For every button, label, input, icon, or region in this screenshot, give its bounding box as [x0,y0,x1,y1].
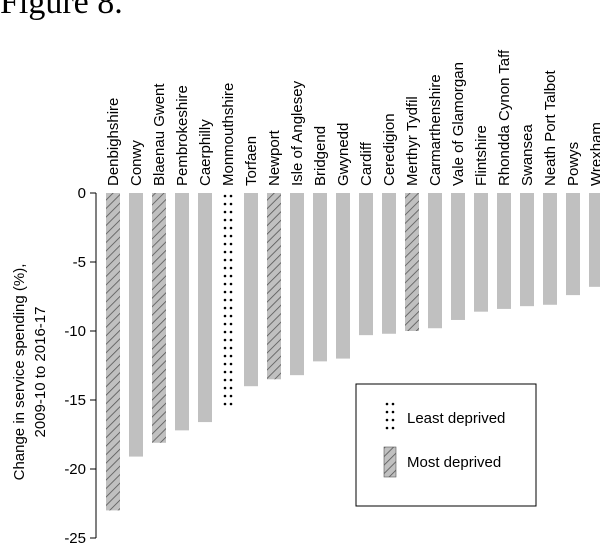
category-label-gwynedd: Gwynedd [335,123,352,186]
y-axis: 0 -5 -10 -15 -20 -25 [64,185,97,546]
category-label-ceredigion: Ceredigion [381,113,398,186]
bar-powys [566,193,580,296]
y-tick-label: -5 [73,254,86,271]
category-label-swansea: Swansea [519,124,536,186]
y-axis-label-line-2: 2009-10 to 2016-17 [32,307,49,438]
bar-blaenau-gwent [152,193,166,443]
y-tick-label: -20 [64,461,86,478]
category-label-cardiff: Cardiff [358,141,375,186]
y-tick-label: -25 [64,530,86,546]
category-label-newport: Newport [266,129,283,186]
bar-rhondda-cynon-taff [497,193,511,309]
y-tick-label: -10 [64,323,86,340]
figure-title: Figure 8. [0,0,123,21]
legend-label-most-deprived: Most deprived [407,454,501,471]
bar-monmouthshire [221,193,235,407]
category-label-powys: Powys [565,142,582,186]
category-label-caerphilly: Caerphilly [197,119,214,186]
bar-cardiff [359,193,373,336]
category-labels: Denbighshire Conwy Blaenau Gwent Pembrokesh… [105,49,600,186]
bar-gwynedd [336,193,350,359]
bars [106,193,600,511]
bar-neath-port-talbot [543,193,557,305]
bar-flintshire [474,193,488,312]
y-axis-label-line-1: Change in service spending (%), [11,264,28,481]
y-tick-label: -15 [64,392,86,409]
category-label-denbighshire: Denbighshire [105,98,122,186]
bar-pembrokeshire [175,193,189,431]
y-tick-label: 0 [78,185,86,202]
bar-wrexham [589,193,600,287]
category-label-rhondda-cynon-taff: Rhondda Cynon Taff [496,49,513,186]
category-label-carmarthenshire: Carmarthenshire [427,74,444,186]
category-label-blaenau-gwent: Blaenau Gwent [151,83,168,186]
category-label-vale-of-glamorgan: Vale of Glamorgan [450,62,467,186]
category-label-conwy: Conwy [128,140,145,186]
category-label-pembrokeshire: Pembrokeshire [174,85,191,186]
bar-carmarthenshire [428,193,442,329]
bar-newport [267,193,281,380]
category-label-torfaen: Torfaen [243,136,260,186]
bar-denbighshire [106,193,120,511]
bar-caerphilly [198,193,212,423]
bar-vale-of-glamorgan [451,193,465,320]
legend-swatch-most-deprived [383,446,397,478]
category-label-neath-port-talbot: Neath Port Talbot [542,70,559,186]
legend-swatch-least-deprived [384,402,396,432]
bar-conwy [129,193,143,457]
bar-ceredigion [382,193,396,334]
category-label-flintshire: Flintshire [473,125,490,186]
legend-box [355,383,537,507]
bar-isle-of-anglesey [290,193,304,376]
bar-bridgend [313,193,327,362]
category-label-monmouthshire: Monmouthshire [220,83,237,186]
category-label-bridgend: Bridgend [312,126,329,186]
bar-merthyr-tydfil [405,193,419,331]
legend: Least deprived Most deprived [355,383,537,507]
category-label-merthyr-tydfil: Merthyr Tydfil [404,96,421,186]
legend-label-least-deprived: Least deprived [407,410,505,427]
category-label-wrexham: Wrexham [588,122,600,186]
bar-torfaen [244,193,258,387]
category-label-isle-of-anglesey: Isle of Anglesey [289,80,306,186]
bar-swansea [520,193,534,307]
